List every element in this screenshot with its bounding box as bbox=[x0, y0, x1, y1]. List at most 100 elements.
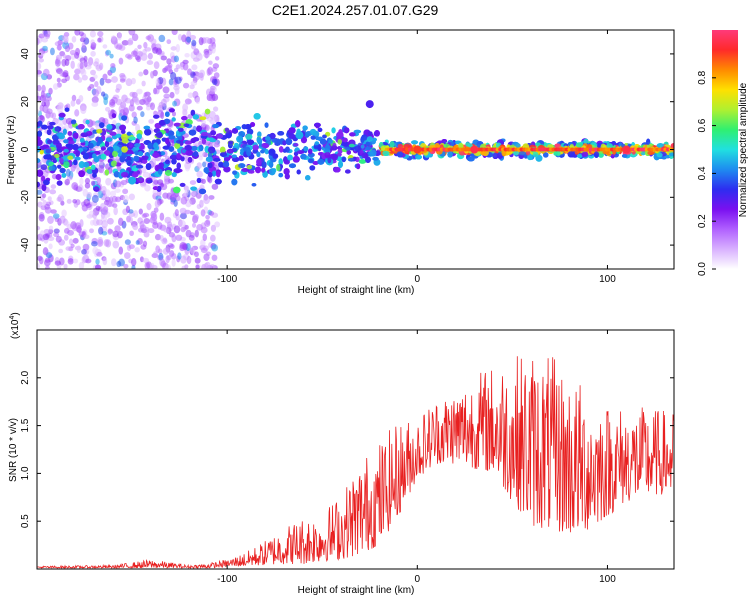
spectrogram-cell bbox=[117, 230, 123, 239]
spectrogram-cell bbox=[543, 152, 549, 158]
spectrogram-cell bbox=[204, 220, 211, 227]
spectrogram-cell bbox=[238, 131, 246, 137]
spectrogram-cell bbox=[203, 37, 211, 44]
spectrogram-cell bbox=[196, 177, 202, 184]
spectrogram-cell bbox=[62, 128, 67, 135]
spectrogram-cell bbox=[90, 69, 96, 76]
spectrogram-cell bbox=[213, 72, 220, 79]
spectrogram-cell bbox=[187, 99, 193, 104]
spectrogram-cell bbox=[111, 258, 117, 267]
y-tick-label: -20 bbox=[20, 190, 31, 205]
spectrogram-cell bbox=[191, 64, 198, 71]
spectrogram-cell bbox=[128, 104, 135, 112]
spectrogram-cell bbox=[130, 77, 136, 85]
spectrogram-cell bbox=[467, 156, 475, 162]
spectrogram-cell bbox=[224, 156, 231, 161]
spectrogram-cell bbox=[41, 184, 47, 192]
spectrogram-cell bbox=[122, 194, 129, 203]
spectrogram-cell bbox=[203, 167, 210, 174]
spectrogram-cell bbox=[153, 251, 158, 256]
spectrogram-cell bbox=[52, 83, 59, 90]
spectrogram-cell bbox=[48, 243, 53, 250]
spectrogram-cell bbox=[76, 245, 81, 254]
spectrogram-cell bbox=[124, 239, 131, 245]
spectrogram-cell bbox=[73, 159, 78, 166]
spectrogram-cell bbox=[292, 155, 300, 163]
spectrogram-cell bbox=[200, 131, 209, 137]
spectrogram-cell bbox=[105, 239, 112, 248]
spectrogram-cell bbox=[349, 132, 356, 137]
spectrogram-cell bbox=[171, 111, 177, 117]
spectrogram-cell bbox=[341, 156, 346, 163]
spectrogram-cell bbox=[193, 151, 199, 158]
spectrogram-cell bbox=[59, 71, 64, 77]
spectrogram-cell bbox=[82, 152, 90, 160]
spectrogram-cell bbox=[76, 224, 82, 234]
spectrogram-cell bbox=[65, 143, 74, 148]
spectrogram-cell bbox=[193, 142, 200, 147]
spectrogram-cell bbox=[64, 58, 70, 67]
spectrogram-cell bbox=[140, 111, 145, 118]
spectrogram-cell bbox=[348, 157, 355, 162]
spectrogram-cell bbox=[196, 125, 202, 133]
spectrogram-cell bbox=[173, 55, 179, 63]
spectrogram-cell bbox=[190, 109, 196, 116]
spectrogram-cell bbox=[103, 97, 108, 106]
spectrogram-cell bbox=[208, 60, 213, 65]
spectrogram-cell bbox=[164, 264, 172, 269]
spectrogram-cell bbox=[143, 217, 151, 224]
spectrogram-cell bbox=[112, 240, 120, 249]
spectrogram-cell bbox=[441, 139, 448, 144]
spectrogram-cell bbox=[77, 184, 84, 192]
spectrogram-cell bbox=[110, 160, 117, 167]
spectrogram-cell bbox=[118, 246, 124, 255]
spectrogram-cell bbox=[314, 122, 321, 128]
spectrogram-cell bbox=[182, 63, 189, 71]
spectrogram-cell bbox=[63, 161, 70, 169]
spectrogram-cell bbox=[105, 78, 112, 84]
spectrogram-cell bbox=[184, 144, 193, 151]
spectrogram-cell bbox=[38, 58, 44, 63]
spectrogram-cell bbox=[115, 88, 120, 93]
spectrogram-cell bbox=[184, 185, 190, 193]
spectrogram-cell bbox=[92, 88, 100, 98]
spectrogram-cell bbox=[37, 158, 41, 164]
spectrogram-cell bbox=[204, 108, 211, 115]
spectrogram-cell bbox=[196, 162, 202, 169]
spectrogram-feature bbox=[622, 145, 631, 154]
spectrogram-cell bbox=[126, 216, 131, 223]
spectrogram-cell bbox=[146, 179, 153, 184]
spectrogram-cell bbox=[136, 177, 145, 184]
spectrogram-cell bbox=[184, 53, 190, 58]
spectrogram-cell bbox=[111, 76, 118, 83]
spectrogram-cell bbox=[109, 53, 114, 59]
snr-xlabel: Height of straight line (km) bbox=[298, 585, 415, 596]
spectrogram-cell bbox=[131, 50, 138, 57]
spectrogram-cell bbox=[121, 94, 128, 103]
spectrogram-cell bbox=[78, 94, 84, 103]
spectrogram-cell bbox=[109, 66, 117, 74]
spectrogram-cell bbox=[119, 73, 126, 78]
spectrogram-cell bbox=[198, 188, 207, 195]
spectrogram-cell bbox=[148, 118, 155, 124]
spectrogram-cell bbox=[37, 136, 41, 142]
x-tick-label: 100 bbox=[599, 574, 616, 585]
spectrogram-cell bbox=[134, 143, 141, 148]
spectrogram-cell bbox=[278, 158, 283, 166]
spectrogram-cell bbox=[167, 178, 175, 184]
spectrogram-cell bbox=[411, 140, 419, 145]
spectrogram-cell bbox=[81, 256, 86, 264]
spectrogram-cell bbox=[213, 157, 221, 162]
spectrogram-cell bbox=[174, 142, 181, 149]
spectrogram-cell bbox=[173, 168, 181, 174]
spectrogram-cell bbox=[37, 84, 42, 92]
spectrogram-cell bbox=[171, 172, 177, 178]
spectrogram-cell bbox=[92, 172, 97, 178]
spectrogram-cell bbox=[162, 237, 168, 243]
spectrogram-cell bbox=[312, 161, 319, 165]
spectrogram-cell bbox=[656, 152, 663, 158]
spectrogram-cell bbox=[532, 151, 539, 158]
spectrogram-cell bbox=[120, 179, 128, 186]
spectrogram-cell bbox=[119, 108, 126, 117]
spectrogram-cell bbox=[82, 243, 90, 251]
